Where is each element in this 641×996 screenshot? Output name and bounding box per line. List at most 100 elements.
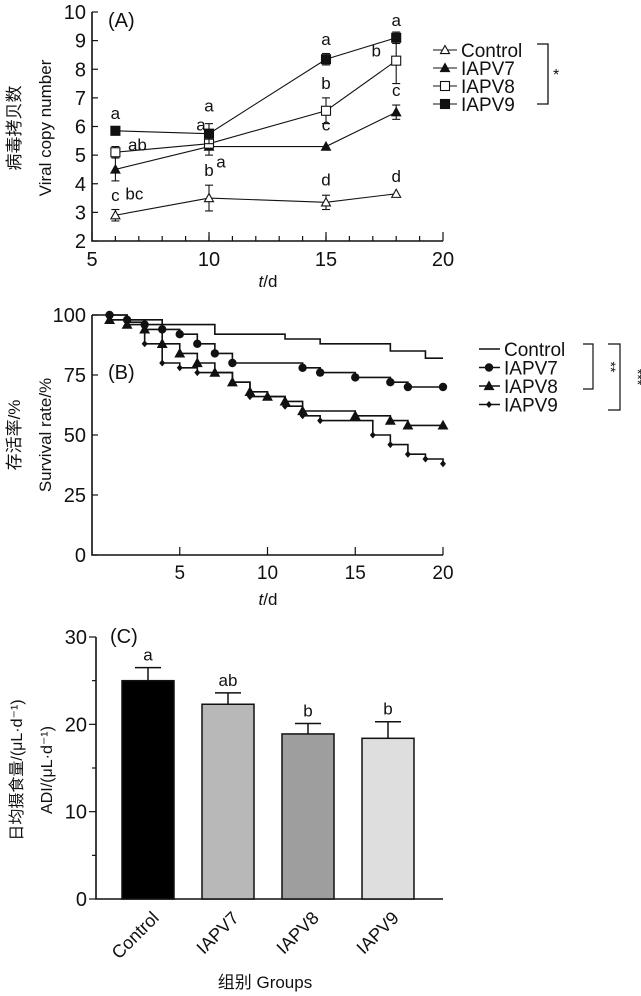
bar	[361, 737, 415, 900]
x-tick-label: 20	[432, 249, 454, 271]
x-tick-label: 10	[257, 563, 278, 584]
panel-a-viral-copy-chart: (A) 病毒拷贝数 Viral copy number t/d 2 3 4 5 6 7 8 9…	[5, 2, 559, 291]
bar	[201, 703, 255, 900]
data-point	[109, 209, 121, 220]
y-tick-label: 20	[65, 714, 87, 736]
series-line	[115, 111, 397, 170]
legend-marker	[439, 44, 451, 55]
legend-label: IAPV7	[504, 359, 558, 380]
legend-marker	[439, 62, 451, 73]
censor-point	[402, 419, 414, 430]
data-point	[320, 54, 332, 65]
data-point	[320, 196, 332, 207]
significance-letter: c	[111, 186, 120, 205]
significance-letter: b	[371, 42, 380, 61]
significance-letter: a	[391, 11, 401, 30]
censor-point	[369, 431, 376, 439]
y-tick-label: 5	[75, 145, 86, 167]
significance-letter: ab	[219, 671, 238, 690]
censor-point	[349, 410, 361, 420]
significance-stars-3: ***	[630, 369, 641, 386]
censor-point	[106, 316, 113, 324]
y-tick-label: 50	[64, 425, 86, 447]
significance-letter: b	[383, 700, 392, 719]
y-tick-label: 9	[75, 31, 86, 53]
bar-iapv8: b IAPV8	[273, 701, 335, 958]
censor-point	[351, 373, 360, 382]
significance-stars-2: **	[603, 362, 619, 373]
x-tick-label: 15	[315, 249, 337, 271]
panel-b-ylabel-cn: 存活率/%	[5, 400, 24, 471]
y-tick-label: 0	[75, 545, 86, 567]
legend-marker	[483, 380, 495, 391]
y-tick-label: 25	[64, 485, 86, 507]
significance-letter: c	[322, 116, 331, 135]
series-iapv7	[105, 310, 448, 392]
y-tick-label: 6	[75, 117, 86, 139]
x-category-label: IAPV8	[273, 908, 323, 958]
censor-point	[191, 357, 203, 368]
y-tick-label: 100	[53, 305, 86, 327]
censor-point	[141, 340, 148, 348]
series-iapv8	[104, 314, 449, 430]
censor-point	[176, 364, 183, 372]
censor-point	[174, 347, 186, 358]
censor-point	[422, 455, 429, 463]
censor-point	[384, 414, 396, 425]
censor-point	[246, 393, 253, 401]
legend-label: Control	[461, 41, 522, 62]
censor-point	[299, 412, 306, 420]
legend-marker	[439, 80, 451, 92]
legend-label: Control	[504, 340, 565, 361]
significance-star: *	[553, 67, 559, 84]
y-tick-label: 10	[64, 2, 86, 24]
significance-bracket-ctrl-iapv9	[608, 343, 621, 411]
panel-a-ylabel-cn: 病毒拷贝数	[5, 86, 24, 171]
censor-point	[438, 382, 448, 392]
significance-letter: a	[321, 30, 331, 49]
bar-iapv7: ab IAPV7	[193, 671, 255, 958]
censor-point	[210, 349, 220, 358]
x-tick-label: 10	[198, 249, 220, 271]
panel-c-ylabel-cn: 日均摄食量/(μL·d⁻¹)	[8, 699, 26, 840]
censor-point	[298, 363, 307, 372]
panel-b-ylabel: Survival rate/%	[36, 378, 55, 492]
series-line	[115, 60, 397, 153]
censor-point	[228, 358, 237, 368]
y-tick-label: 8	[75, 59, 86, 81]
censor-point	[437, 419, 449, 430]
panel-b-label: (B)	[108, 362, 135, 384]
significance-letter: d	[391, 167, 400, 186]
data-point	[391, 55, 402, 66]
significance-letter: b	[204, 161, 213, 180]
panel-c-food-intake-chart: (C) 日均摄食量/(μL·d⁻¹) ADI/(μL·d⁻¹) 组别 Group…	[8, 626, 443, 992]
panel-c-label: (C)	[110, 626, 138, 648]
y-tick-label: 0	[76, 889, 87, 911]
significance-bracket-ctrl-iapv8	[583, 343, 594, 390]
legend-marker	[486, 401, 492, 408]
censor-point	[440, 460, 446, 468]
significance-letter: bc	[125, 184, 143, 203]
significance-bracket	[537, 43, 549, 105]
x-category-label: Control	[108, 908, 163, 963]
y-tick-label: 75	[64, 365, 86, 387]
significance-letter: c	[392, 81, 401, 100]
significance-letter: a	[143, 646, 153, 665]
x-tick-label: 5	[86, 249, 97, 271]
censor-point	[229, 378, 236, 386]
y-tick-label: 10	[65, 802, 87, 824]
survival-step-line	[109, 319, 444, 464]
data-point	[109, 163, 121, 174]
censor-point	[194, 369, 201, 377]
censor-point	[315, 368, 325, 377]
significance-letter: ab	[128, 135, 147, 154]
panel-c-ylabel: ADI/(μL·d⁻¹)	[39, 726, 56, 814]
y-tick-label: 30	[65, 627, 87, 649]
censor-point	[159, 359, 166, 367]
significance-letter: d	[321, 170, 330, 189]
series-iapv7: bca cc	[109, 81, 402, 203]
series-iapv9: a aaa	[110, 11, 401, 145]
censor-point	[193, 339, 202, 348]
